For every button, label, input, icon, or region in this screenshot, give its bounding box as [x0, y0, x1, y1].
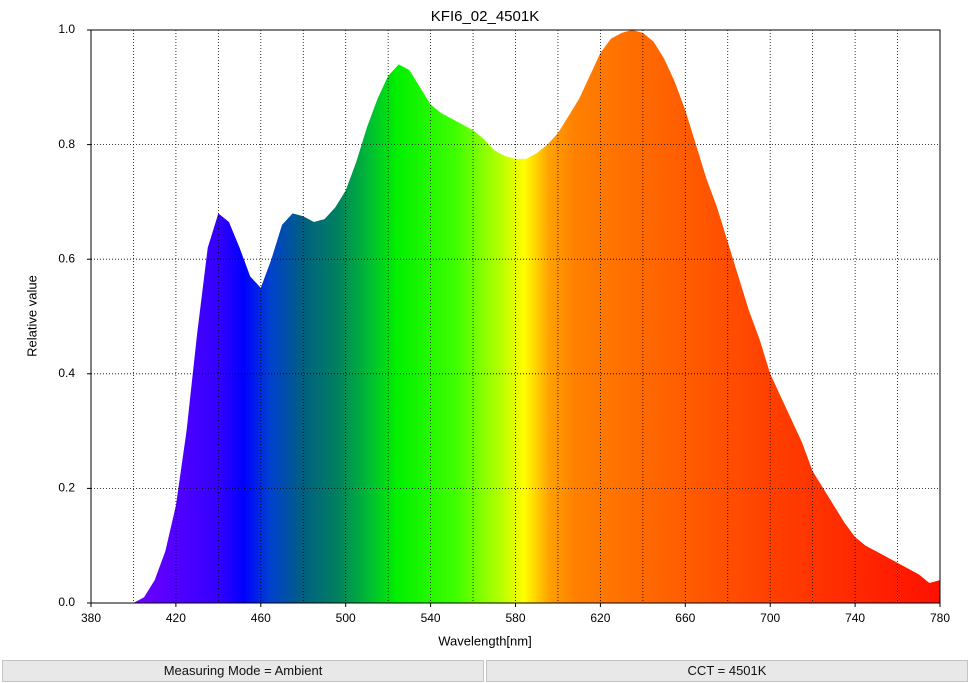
chart: KFI6_02_4501K Wavelength[nm] Relative va… — [24, 8, 950, 648]
y-tick-label: 0.4 — [58, 366, 75, 380]
x-axis-label: Wavelength[nm] — [438, 633, 531, 648]
spectrum-area — [133, 30, 940, 603]
y-tick-label: 0.6 — [58, 251, 75, 265]
cct[interactable]: CCT = 4501K — [486, 660, 968, 682]
x-tick-label: 700 — [760, 611, 780, 625]
chart-title: KFI6_02_4501K — [431, 8, 539, 25]
x-tick-label: 380 — [81, 611, 101, 625]
x-tick-label: 740 — [845, 611, 865, 625]
y-tick-label: 0.2 — [58, 481, 75, 495]
y-tick-label: 0.8 — [58, 137, 75, 151]
x-tick-label: 420 — [166, 611, 186, 625]
x-tick-label: 500 — [336, 611, 356, 625]
measuring-mode[interactable]: Measuring Mode = Ambient — [2, 660, 484, 682]
x-tick-label: 780 — [930, 611, 950, 625]
y-axis-label: Relative value — [24, 275, 39, 357]
x-tick-label: 580 — [505, 611, 525, 625]
x-tick-label: 660 — [675, 611, 695, 625]
y-tick-label: 1.0 — [58, 22, 75, 36]
y-tick-label: 0.0 — [58, 595, 75, 609]
x-tick-label: 620 — [590, 611, 610, 625]
x-tick-label: 460 — [251, 611, 271, 625]
x-tick-label: 540 — [421, 611, 441, 625]
